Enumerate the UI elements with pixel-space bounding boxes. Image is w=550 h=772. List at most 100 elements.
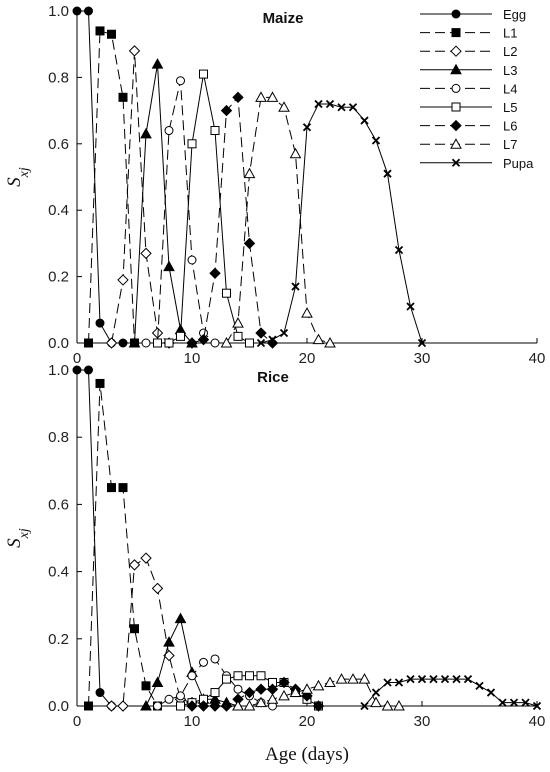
panel-rice-y-tick-label: 0.4: [48, 564, 69, 581]
panel-maize-y-axis-title: Sxj: [4, 167, 32, 187]
panel-rice-series-l5-point: [210, 688, 220, 698]
legend-item-l5-label: L5: [503, 100, 517, 115]
panel-rice-series-l5-point: [176, 701, 185, 711]
panel-maize-series-egg-line: [77, 10, 135, 344]
panel-maize-series-l6: [186, 91, 279, 349]
panel-rice-series-l5-point: [233, 671, 243, 681]
panel-rice-series-l3: [140, 612, 244, 711]
panel-maize-y-tick-label: 0.8: [48, 69, 69, 86]
panel-rice-series-l7-point: [312, 679, 325, 691]
panel-maize-y-tick-label: 0.0: [48, 335, 69, 352]
panel-maize-series-l7-point: [301, 307, 313, 318]
panel-rice-series-l1-point: [141, 681, 151, 691]
panel-maize-series-egg-point: [118, 338, 128, 348]
panel-rice-series-egg-point: [84, 365, 93, 375]
panel-rice-y-tick-label: 0.8: [48, 429, 69, 446]
panel-maize-y-axis-title-main: S: [4, 177, 25, 187]
panel-maize-series-l3: [128, 58, 198, 348]
panel-rice-y-axis-title-main: S: [4, 538, 25, 548]
panel-rice-series-l7-point: [278, 689, 290, 701]
panel-maize-x-tick-label: 40: [529, 350, 546, 367]
panel-maize-series-l2-point: [105, 337, 118, 349]
panel-rice-series-l4-point: [199, 657, 208, 667]
legend-item-l6-marker: [450, 119, 462, 132]
legend-item-pupa-label: Pupa: [503, 156, 534, 171]
panel-maize-series-l4-point: [176, 76, 185, 86]
legend-item-l3-label: L3: [503, 63, 517, 78]
panel-maize-series-l5-point: [176, 331, 185, 341]
panel-maize-series-l5-point: [245, 338, 254, 348]
panel-rice-series-l7-point: [266, 693, 279, 704]
panel-maize-y-axis-title-sub: xj: [17, 167, 32, 178]
panel-maize-series-l6-point: [220, 104, 233, 117]
legend-item-l4-marker: [451, 83, 461, 93]
panel-maize-series-pupa-point: [337, 103, 346, 112]
panel-maize-series-l7-point: [243, 167, 256, 179]
panel-maize-series-pupa-point: [302, 123, 312, 132]
panel-rice-x-tick-label: 10: [184, 713, 201, 730]
legend-item-l2-marker: [450, 45, 462, 57]
panel-maize-series-egg: [72, 6, 139, 348]
panel-rice-x-tick-label: 40: [529, 713, 546, 730]
panel-maize-series-l5-point: [233, 331, 243, 341]
panel-rice-y-tick-label: 1.0: [48, 362, 69, 379]
panel-rice-series-l5-point: [222, 674, 231, 684]
panel-rice-series-l5-point: [245, 671, 254, 681]
panel-rice-series-l2-point: [105, 700, 118, 712]
panel-maize-series-l6-point: [197, 333, 210, 346]
panel-maize-y-tick-label: 0.6: [48, 136, 69, 153]
panel-maize-series-l7-point: [255, 91, 267, 102]
legend-item-l6-label: L6: [503, 119, 517, 134]
panel-rice-series-l6-point: [197, 700, 210, 712]
panel-rice-series-l6-point: [243, 686, 256, 699]
panel-maize-x-tick-label: 0: [73, 350, 81, 367]
panel-rice-series-l6-point: [255, 683, 267, 695]
legend-item-l5: L5: [420, 100, 517, 115]
panel-maize-series-l5-point: [199, 69, 208, 79]
panel-maize-series-pupa-point: [325, 99, 335, 109]
panel-rice-x-tick-label: 20: [299, 713, 316, 730]
panel-rice-series-pupa-point: [463, 674, 473, 684]
panel-rice-series-pupa-point: [429, 674, 438, 684]
panel-maize-series-l7-point: [266, 91, 279, 102]
panel-maize-x-tick-label: 20: [299, 350, 316, 367]
panel-maize-series-l7-point: [232, 317, 244, 328]
panel-maize-series-pupa-point: [256, 338, 266, 348]
legend-item-l1-label: L1: [503, 26, 517, 41]
panel-rice-series-l7-point: [289, 686, 302, 698]
panel-rice-series-l3-point: [151, 676, 164, 687]
panel-rice-series-pupa-point: [406, 674, 415, 684]
panel-rice-series-pupa-point: [486, 688, 496, 697]
panel-maize-x-tick-label: 10: [184, 350, 201, 367]
panel-maize-series-l6-point: [186, 337, 198, 349]
panel-maize-series-l5-point: [210, 126, 220, 136]
panel-rice-series-pupa-point: [475, 681, 484, 690]
panel-rice-series-l1-point: [107, 483, 116, 493]
panel-maize-series-l4-point: [187, 255, 197, 265]
panel-rice-series-l6-point: [186, 700, 198, 712]
panel-rice-series-l4-point: [187, 671, 197, 681]
panel-rice-series-pupa-point: [521, 698, 530, 707]
panel-maize-series-l3-point: [163, 260, 175, 272]
panel-rice-series-l2-point: [117, 700, 129, 712]
panel-maize-series-l5: [153, 69, 254, 348]
panel-rice-series-l2-point: [128, 559, 141, 571]
panel-maize-y-tick-label: 0.2: [48, 269, 69, 286]
panel-maize-series-l3-point: [128, 336, 141, 348]
panel-maize-series-pupa-point: [394, 245, 404, 255]
panel-rice-series-l3-point: [140, 699, 152, 711]
panel-maize-series-pupa: [256, 99, 427, 348]
legend-item-egg-marker: [451, 9, 461, 19]
panel-rice-series-l2-point: [151, 582, 164, 595]
panel-maize-series-l7: [220, 91, 336, 348]
panel-rice-series-l7: [232, 673, 405, 711]
panel-maize-series-pupa-point: [314, 99, 323, 109]
panel-maize-series-l2-point: [140, 247, 152, 260]
panel-rice-x-tick-label: 30: [414, 713, 431, 730]
legend-item-pupa: Pupa: [420, 156, 534, 171]
panel-maize-y-tick-label: 0.4: [48, 202, 69, 219]
panel-maize-series-l7-point: [289, 147, 302, 159]
panel-maize-series-pupa-point: [417, 338, 427, 348]
panel-rice-series-l7-point: [324, 676, 336, 687]
panel-rice-series-pupa: [360, 674, 542, 711]
